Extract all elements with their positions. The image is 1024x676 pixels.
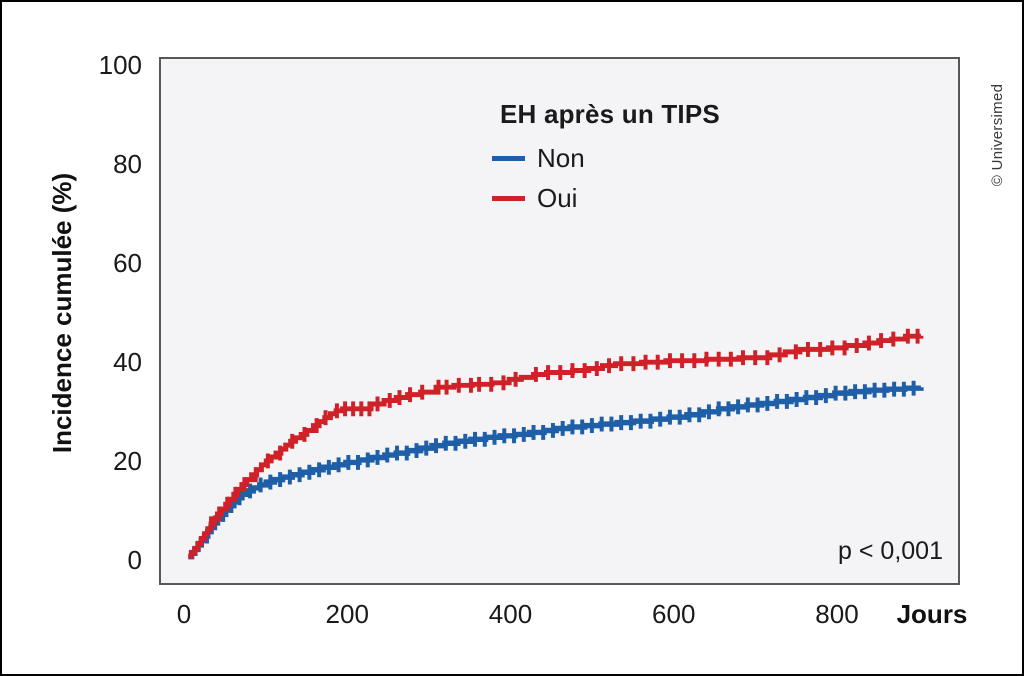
legend-line-swatch-non-icon <box>492 155 525 161</box>
x-tick-label-800: 800 <box>815 599 859 629</box>
curve-oui <box>188 333 924 559</box>
y-tick-label-20: 20 <box>113 446 142 476</box>
legend: EH après un TIPS Non Oui <box>492 99 720 224</box>
x-tick-label-600: 600 <box>652 599 696 629</box>
x-tick-label-400: 400 <box>488 599 533 629</box>
x-axis-label: Jours <box>896 599 968 629</box>
y-tick-label-80: 80 <box>113 149 142 179</box>
legend-label-oui: Oui <box>537 182 578 213</box>
y-tick-label-0: 0 <box>127 545 142 575</box>
legend-item-oui: Oui <box>492 182 720 213</box>
survival-curves-canvas <box>188 328 924 560</box>
plot-area: EH après un TIPS Non Oui p < 0,001 <box>159 57 960 585</box>
copyright-credit: © Universimed <box>989 83 1006 187</box>
y-tick-label-40: 40 <box>113 347 142 377</box>
censor-ticks-non <box>204 380 916 544</box>
legend-title: EH après un TIPS <box>500 99 720 129</box>
x-tick-label-0: 0 <box>176 599 192 629</box>
x-tick-label-200: 200 <box>325 599 369 629</box>
y-tick-label-100: 100 <box>98 50 142 80</box>
y-tick-label-60: 60 <box>113 248 142 278</box>
legend-item-non: Non <box>492 142 720 173</box>
p-value-annotation: p < 0,001 <box>838 537 943 565</box>
censor-ticks-oui <box>209 328 920 532</box>
legend-label-non: Non <box>537 142 585 173</box>
legend-line-swatch-oui-icon <box>492 195 525 201</box>
